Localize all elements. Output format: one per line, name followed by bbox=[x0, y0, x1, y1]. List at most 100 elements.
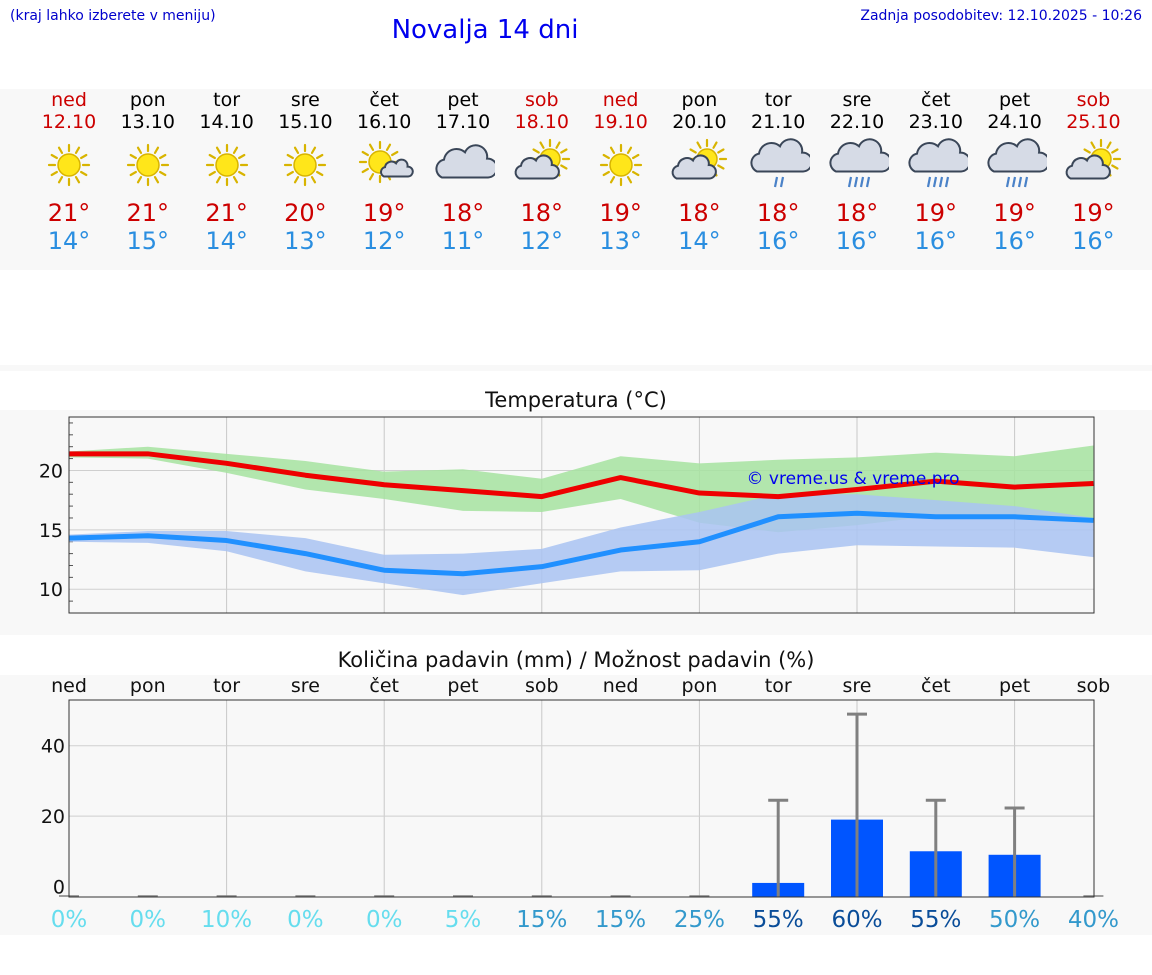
precipitation-probability: 0% bbox=[130, 907, 167, 933]
precipitation-probability: 40% bbox=[1068, 907, 1119, 933]
weather-icon bbox=[205, 143, 248, 187]
max-temperature: 21° bbox=[126, 199, 170, 227]
day-date: 17.10 bbox=[435, 111, 491, 133]
weather-icon bbox=[359, 140, 414, 184]
y-tick-label: 15 bbox=[39, 520, 63, 542]
day-date: 18.10 bbox=[514, 111, 569, 133]
weather-icon bbox=[829, 138, 889, 188]
max-temperature: 19° bbox=[599, 199, 642, 227]
min-temperature-line bbox=[68, 510, 1094, 577]
precipitation-probability: 50% bbox=[989, 907, 1040, 933]
day-column: čet 16.10 19° 12° bbox=[344, 89, 424, 255]
plot-frame bbox=[68, 416, 1095, 614]
max-temperature: 19° bbox=[914, 199, 958, 227]
max-temperature: 18° bbox=[441, 199, 485, 227]
x-tick-label: ned bbox=[51, 675, 87, 697]
sun-cloud-icon bbox=[1066, 138, 1122, 180]
day-date: 16.10 bbox=[356, 111, 412, 133]
day-date: 20.10 bbox=[672, 111, 727, 133]
day-name: čet bbox=[921, 89, 951, 111]
sun-cloud-icon bbox=[672, 138, 728, 180]
day-name: pon bbox=[129, 89, 166, 111]
precipitation-probability: 5% bbox=[445, 907, 482, 933]
day-column: pet 24.10 19° 16° bbox=[975, 89, 1055, 255]
x-tick-label: sob bbox=[525, 675, 559, 697]
day-column: pet 17.10 18° 11° bbox=[423, 89, 503, 255]
weather-icon bbox=[1066, 138, 1122, 180]
precipitation-probability: 55% bbox=[910, 907, 961, 933]
day-column: čet 23.10 19° 16° bbox=[896, 89, 976, 255]
max-temperature: 18° bbox=[520, 199, 564, 227]
max-temperature: 18° bbox=[756, 199, 800, 227]
min-temperature: 12° bbox=[362, 227, 406, 255]
day-column: pon 13.10 21° 15° bbox=[108, 89, 188, 255]
max-temperature: 21° bbox=[47, 199, 91, 227]
day-date: 19.10 bbox=[593, 111, 648, 133]
day-column: sob 18.10 18° 12° bbox=[502, 89, 582, 255]
min-temperature: 13° bbox=[284, 227, 327, 255]
day-name: pet bbox=[998, 89, 1031, 111]
x-tick-label: pet bbox=[447, 675, 478, 697]
x-tick-label: pon bbox=[682, 675, 718, 697]
day-column: sre 15.10 20° 13° bbox=[265, 89, 345, 255]
page-title: Novalja 14 dni bbox=[391, 15, 579, 45]
x-tick-label: čet bbox=[921, 675, 951, 697]
sun-icon bbox=[284, 143, 327, 187]
x-tick-label: pet bbox=[999, 675, 1030, 697]
sun-cloud-icon bbox=[514, 138, 570, 180]
day-column: ned 19.10 19° 13° bbox=[581, 89, 661, 255]
day-name: tor bbox=[213, 89, 241, 111]
precipitation-probability: 0% bbox=[51, 907, 88, 933]
precipitation-probability: 0% bbox=[287, 907, 324, 933]
temperature-chart: 10 15 20 © vreme.us & vreme.pro bbox=[39, 416, 1095, 614]
precipitation-chart-title: Količina padavin (mm) / Možnost padavin … bbox=[337, 648, 815, 672]
day-name: sob bbox=[525, 89, 559, 111]
day-column: tor 14.10 21° 14° bbox=[187, 89, 267, 255]
cloud-light-rain-icon bbox=[750, 138, 811, 188]
y-tick-label: 0 bbox=[53, 876, 65, 898]
max-temperature: 21° bbox=[205, 199, 248, 227]
precipitation-probability: 15% bbox=[516, 907, 567, 933]
y-tick-label: 10 bbox=[39, 579, 63, 601]
day-name: pet bbox=[447, 89, 479, 111]
plot-frame bbox=[68, 699, 1095, 898]
day-name: sob bbox=[1076, 89, 1111, 111]
day-date: 24.10 bbox=[987, 111, 1042, 133]
weather-icon bbox=[47, 143, 91, 187]
x-tick-label: tor bbox=[213, 675, 240, 697]
precipitation-probability: 60% bbox=[831, 907, 882, 933]
precipitation-probability: 25% bbox=[674, 907, 725, 933]
day-column: pon 20.10 18° 14° bbox=[659, 89, 739, 255]
min-temperature-range bbox=[69, 494, 1094, 596]
weather-icon bbox=[672, 138, 728, 180]
weather-icon bbox=[987, 138, 1047, 188]
min-temperature: 13° bbox=[599, 227, 642, 255]
day-column: sob 25.10 19° 16° bbox=[1053, 89, 1133, 255]
x-tick-label: sre bbox=[843, 675, 872, 697]
precipitation-probability: 10% bbox=[201, 907, 252, 933]
min-temperature: 16° bbox=[993, 227, 1036, 255]
min-temperature: 16° bbox=[835, 227, 879, 255]
day-name: čet bbox=[369, 89, 399, 111]
day-name: tor bbox=[764, 89, 792, 111]
x-tick-label: sre bbox=[291, 675, 320, 697]
day-date: 13.10 bbox=[120, 111, 175, 133]
min-temperature: 12° bbox=[520, 227, 564, 255]
min-temperature: 16° bbox=[756, 227, 800, 255]
max-temperature: 19° bbox=[362, 199, 406, 227]
day-date: 15.10 bbox=[278, 111, 333, 133]
y-tick-label: 40 bbox=[41, 736, 65, 758]
min-temperature: 14° bbox=[205, 227, 248, 255]
weather-icon bbox=[126, 143, 169, 187]
location-hint: (kraj lahko izberete v meniju) bbox=[10, 8, 216, 24]
day-name: sre bbox=[290, 89, 320, 111]
cloud-rain-icon bbox=[987, 138, 1047, 188]
day-name: ned bbox=[51, 89, 87, 111]
y-tick-label: 20 bbox=[41, 806, 65, 828]
day-column: tor 21.10 18° 16° bbox=[738, 89, 818, 255]
weather-icon bbox=[750, 138, 811, 188]
min-temperature: 11° bbox=[441, 227, 485, 255]
max-temperature: 19° bbox=[1072, 199, 1115, 227]
weather-icon bbox=[435, 144, 495, 179]
precipitation-chart: 0 20 40 ned pon tor sre čet pet sob ned pon tor sre če… bbox=[41, 675, 1119, 933]
